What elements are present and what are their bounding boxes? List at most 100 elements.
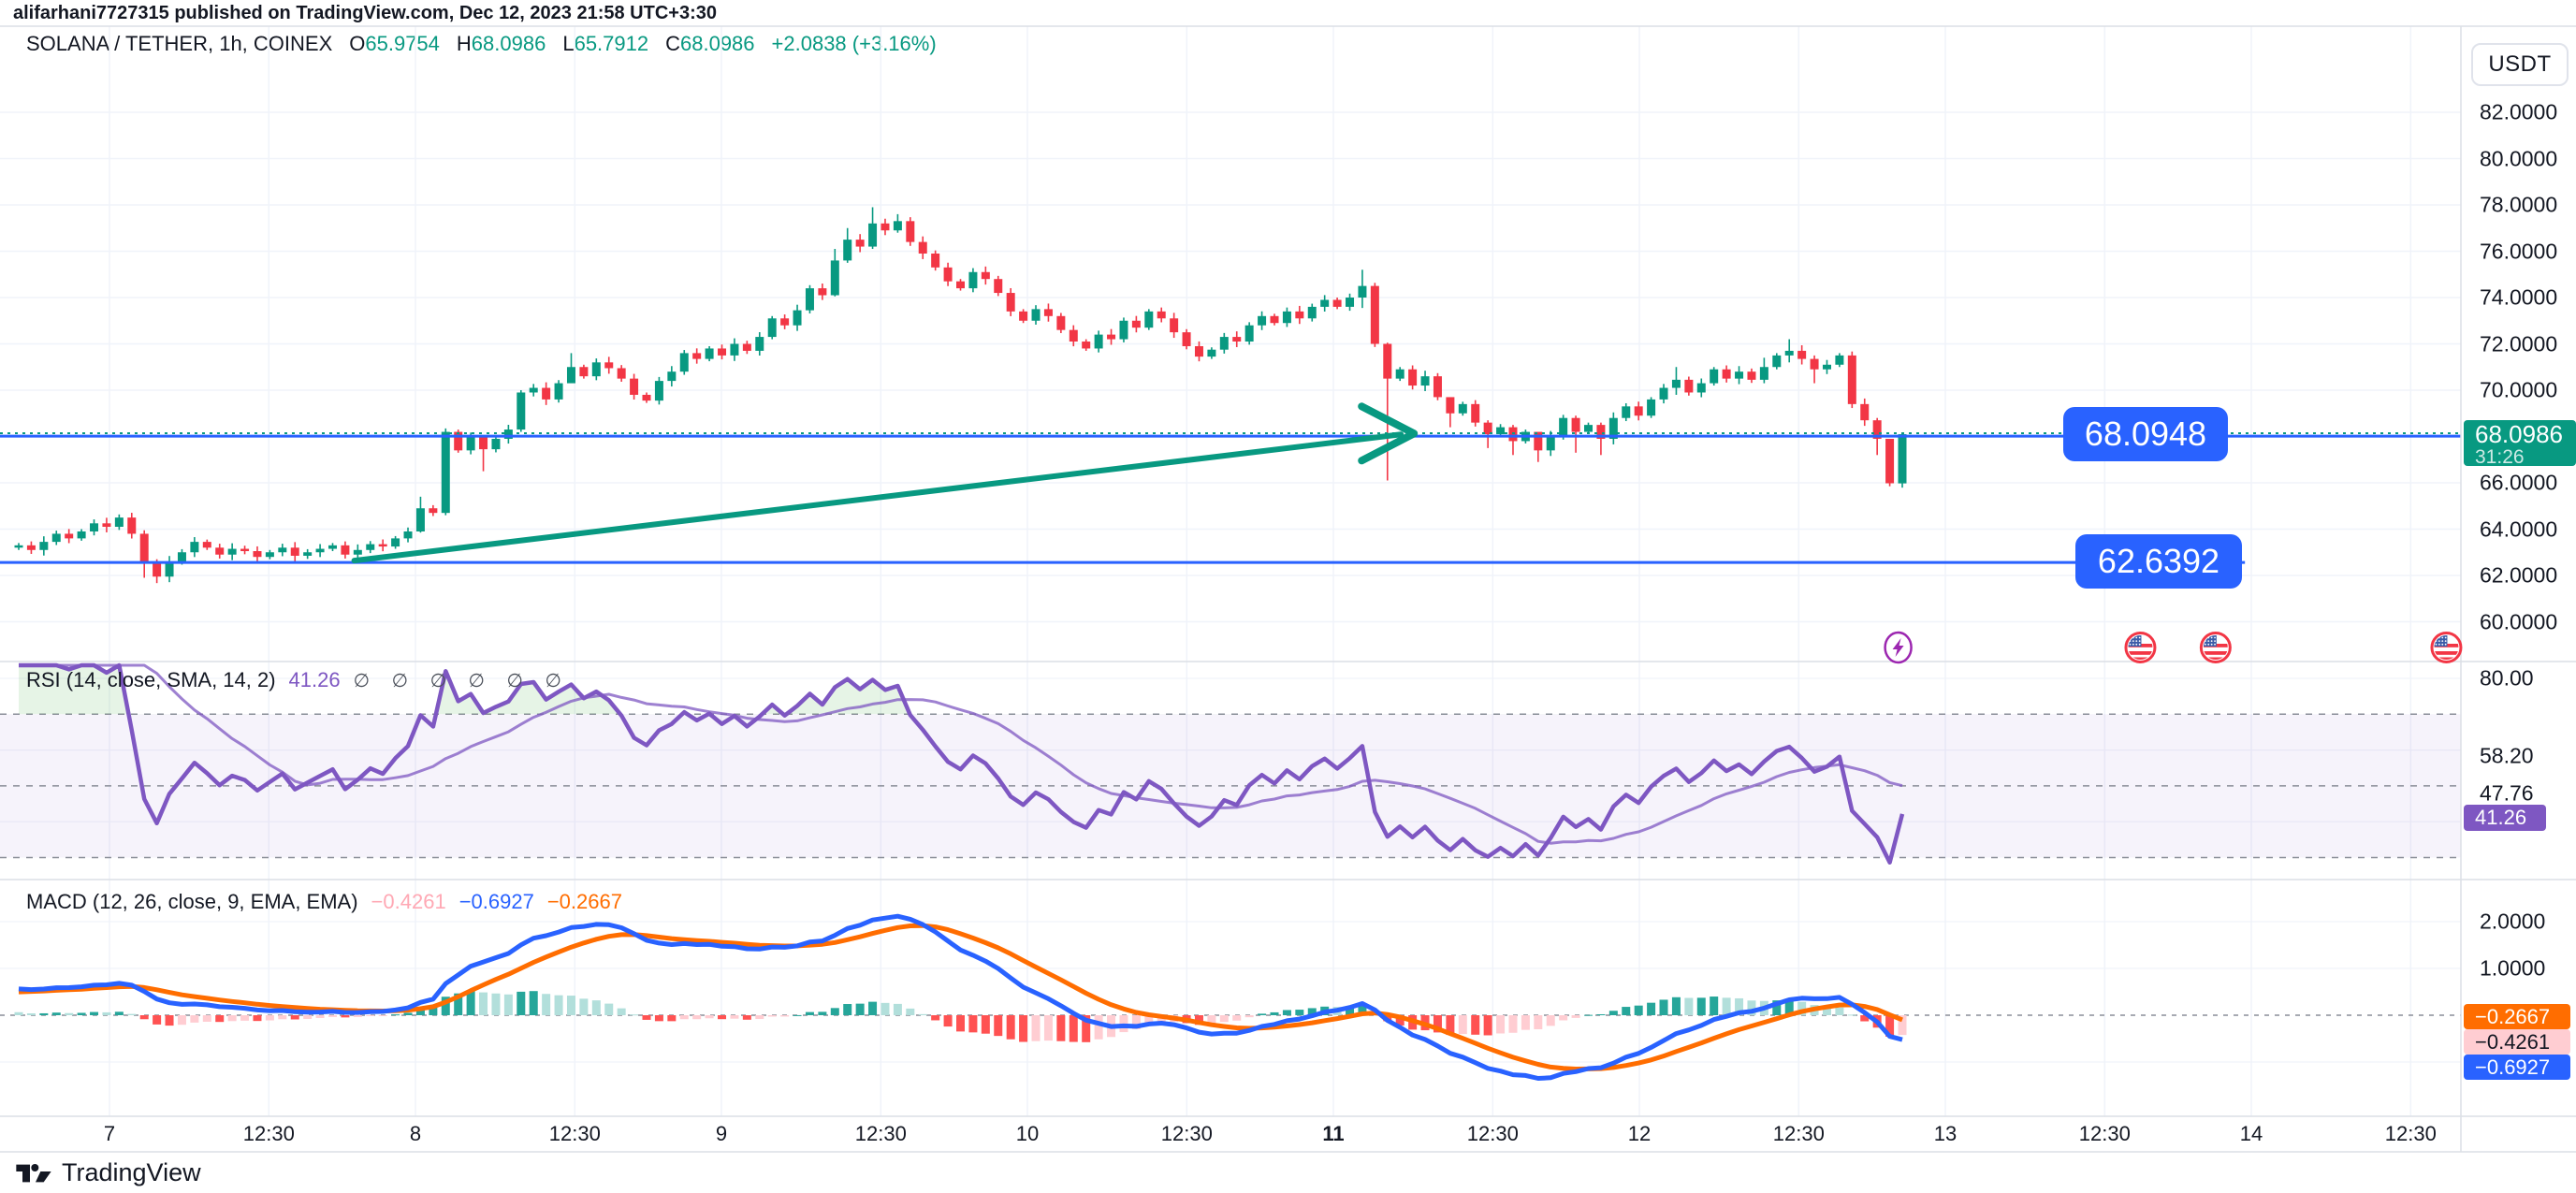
candle-body bbox=[1471, 403, 1480, 423]
macd-histogram-bar bbox=[1270, 1011, 1279, 1015]
candle-body bbox=[780, 318, 790, 326]
macd-legend[interactable]: MACD (12, 26, close, 9, EMA, EMA) −0.426… bbox=[26, 890, 622, 914]
candle-body bbox=[278, 547, 287, 553]
candle-body bbox=[730, 343, 739, 356]
time-tick: 14 bbox=[2239, 1122, 2263, 1145]
candle-body bbox=[1835, 355, 1844, 365]
macd-tick: 2.0000 bbox=[2480, 909, 2546, 934]
candle-body bbox=[1898, 434, 1907, 484]
macd-histogram-bar bbox=[1207, 1015, 1216, 1025]
low-value: L65.7912 bbox=[562, 32, 649, 55]
time-tick: 12:30 bbox=[548, 1122, 601, 1145]
macd-histogram-bar bbox=[1446, 1015, 1455, 1036]
macd-histogram-bar bbox=[391, 1014, 400, 1016]
macd-histogram-bar bbox=[667, 1015, 677, 1022]
candle-body bbox=[240, 548, 250, 552]
macd-histogram-bar bbox=[65, 1012, 74, 1015]
candle-body bbox=[1710, 369, 1719, 384]
candle-body bbox=[1671, 379, 1681, 388]
macd-histogram-bar bbox=[415, 1009, 425, 1015]
support-price-label[interactable]: 62.6392 bbox=[2075, 534, 2242, 589]
trend-arrow-line[interactable] bbox=[351, 431, 1404, 564]
candle-body bbox=[227, 548, 237, 555]
macd-histogram-bar bbox=[303, 1015, 313, 1019]
currency-toggle-button[interactable]: USDT bbox=[2471, 43, 2569, 86]
macd-histogram-bar bbox=[642, 1015, 651, 1020]
us-flag-icon[interactable] bbox=[2430, 632, 2463, 663]
candle-body bbox=[1659, 387, 1668, 400]
candle-body bbox=[39, 542, 49, 550]
macd-histogram-bar bbox=[102, 1011, 111, 1015]
macd-histogram-bar bbox=[1596, 1013, 1606, 1015]
macd-histogram-bar bbox=[579, 998, 589, 1015]
candle-body bbox=[1847, 355, 1856, 404]
macd-histogram-bar bbox=[39, 1012, 49, 1015]
candle-body bbox=[366, 544, 375, 550]
candle-body bbox=[517, 392, 526, 430]
macd-histogram-bar bbox=[1822, 1007, 1831, 1015]
candle-body bbox=[1608, 417, 1618, 439]
macd-histogram-bar bbox=[868, 1001, 878, 1015]
macd-histogram-bar bbox=[1784, 999, 1794, 1015]
candle-body bbox=[1735, 371, 1744, 379]
tradingview-logo-icon bbox=[16, 1163, 51, 1182]
candle-body bbox=[1408, 369, 1418, 386]
price-tick: 76.0000 bbox=[2480, 239, 2558, 263]
rsi-line bbox=[19, 662, 1905, 865]
macd-histogram-bar bbox=[1358, 1005, 1367, 1015]
candle-body bbox=[1119, 320, 1128, 340]
us-flag-icon[interactable] bbox=[2199, 632, 2232, 663]
candle-body bbox=[1069, 329, 1078, 342]
price-tick: 62.0000 bbox=[2480, 562, 2558, 588]
symbol-title[interactable]: SOLANA / TETHER, 1h, COINEX bbox=[26, 32, 333, 55]
rsi-axis-badge: 41.26 bbox=[2464, 805, 2546, 831]
rsi-tick: 58.20 bbox=[2480, 743, 2534, 768]
candle-body bbox=[391, 538, 400, 547]
high-value: H68.0986 bbox=[456, 32, 546, 55]
rsi-legend[interactable]: RSI (14, close, SMA, 14, 2) 41.26 ∅ ∅ ∅ … bbox=[26, 668, 570, 692]
candle-body bbox=[1082, 342, 1091, 349]
candle-body bbox=[1634, 406, 1643, 416]
macd-histogram-bar bbox=[730, 1015, 739, 1019]
macd-histogram-bar bbox=[554, 995, 563, 1015]
macd-histogram-bar bbox=[1031, 1015, 1041, 1041]
resistance-price-label[interactable]: 68.0948 bbox=[2063, 407, 2228, 461]
macd-histogram-bar bbox=[630, 1014, 639, 1016]
us-flag-icon[interactable] bbox=[2124, 632, 2157, 663]
candle-body bbox=[1131, 320, 1141, 328]
event-lightning-icon[interactable] bbox=[1884, 631, 1913, 664]
macd-histogram-bar bbox=[1019, 1015, 1028, 1042]
candle-body bbox=[755, 337, 764, 351]
macd-histogram-bar bbox=[943, 1015, 953, 1027]
candle-body bbox=[51, 533, 61, 543]
candle-body bbox=[855, 240, 865, 247]
macd-histogram-bar bbox=[466, 990, 475, 1015]
macd-title[interactable]: MACD (12, 26, close, 9, EMA, EMA) bbox=[26, 890, 358, 913]
macd-histogram-bar bbox=[1307, 1008, 1317, 1015]
macd-histogram-bar bbox=[1131, 1015, 1141, 1029]
candle-body bbox=[630, 378, 639, 395]
tradingview-attribution[interactable]: TradingView bbox=[15, 1158, 201, 1187]
candle-body bbox=[1546, 436, 1555, 451]
macd-histogram-bar bbox=[479, 992, 488, 1015]
symbol-legend[interactable]: SOLANA / TETHER, 1h, COINEX O65.9754 H68… bbox=[26, 32, 937, 56]
macd-histogram-bar bbox=[591, 1000, 601, 1015]
macd-histogram-bar bbox=[1608, 1011, 1618, 1015]
candle-body bbox=[679, 353, 689, 372]
candle-body bbox=[1258, 315, 1267, 326]
rsi-title[interactable]: RSI (14, close, SMA, 14, 2) bbox=[26, 668, 276, 691]
candle-body bbox=[466, 436, 475, 451]
macd-histogram-bar bbox=[880, 1002, 890, 1015]
macd-histogram-bar bbox=[1684, 997, 1694, 1015]
candle-body bbox=[1810, 358, 1819, 370]
macd-histogram-bar bbox=[1847, 1014, 1856, 1016]
macd-histogram-bar bbox=[617, 1008, 626, 1015]
macd-histogram-bar bbox=[994, 1015, 1003, 1037]
candle-body bbox=[353, 549, 362, 555]
candle-body bbox=[153, 561, 162, 577]
macd-histogram-bar bbox=[1232, 1015, 1242, 1021]
candle-body bbox=[454, 431, 463, 451]
macd-histogram-bar bbox=[1082, 1015, 1091, 1042]
